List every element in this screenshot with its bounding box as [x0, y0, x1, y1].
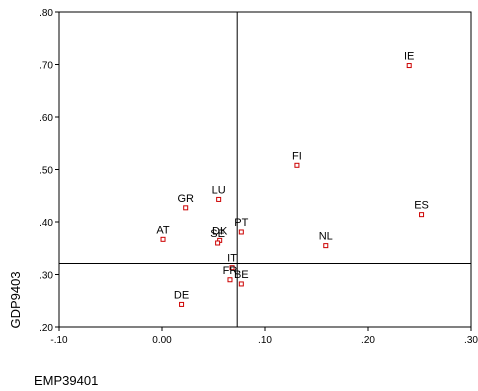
y-tick-label: .30 — [39, 271, 53, 282]
point-label-se: SE — [210, 228, 225, 240]
point-marker-be — [238, 281, 244, 287]
y-tick-label: .50 — [39, 166, 53, 177]
point-label-gr: GR — [177, 193, 194, 205]
x-tick-label: .10 — [258, 335, 272, 346]
point-marker-lu — [216, 196, 222, 202]
x-tick-label: 0.00 — [152, 335, 172, 346]
reference-lines — [59, 12, 471, 327]
y-axis-title: GDP9403 — [8, 271, 23, 328]
x-tick-label: .20 — [361, 335, 375, 346]
point-label-es: ES — [414, 200, 429, 212]
x-axis-title: EMP39401 — [34, 373, 98, 388]
point-label-ie: IE — [404, 51, 414, 63]
point-marker-de — [179, 301, 185, 307]
point-marker-nl — [323, 243, 329, 249]
point-label-nl: NL — [319, 231, 333, 243]
y-tick-label: .20 — [39, 323, 53, 334]
point-label-at: AT — [156, 224, 170, 236]
point-marker-se — [215, 240, 221, 246]
point-label-de: DE — [174, 289, 189, 301]
point-marker-fi — [294, 162, 300, 168]
point-label-lu: LU — [212, 184, 226, 196]
point-label-fr: FR — [223, 265, 238, 277]
point-marker-es — [419, 212, 425, 218]
y-tick-label: .80 — [39, 8, 53, 19]
point-label-fi: FI — [292, 150, 302, 162]
y-tick-label: .60 — [39, 113, 53, 124]
point-marker-pt — [238, 229, 244, 235]
x-tick-label: .30 — [464, 335, 478, 346]
point-label-pt: PT — [234, 217, 248, 229]
point-label-it: IT — [227, 253, 237, 265]
point-label-be: BE — [234, 269, 249, 281]
axis-ticks: -.10 0.00 .10 .20 .30 .20 .30 .40 .50 .60 .70 .80 — [39, 8, 478, 346]
y-tick-label: .70 — [39, 61, 53, 72]
x-tick-label: -.10 — [50, 335, 68, 346]
point-marker-ie — [406, 63, 412, 69]
point-marker-at — [160, 236, 166, 242]
y-tick-label: .40 — [39, 218, 53, 229]
point-marker-it — [229, 265, 235, 271]
point-marker-fr — [227, 277, 233, 283]
point-marker-gr — [183, 205, 189, 211]
point-label-dk: DK — [212, 225, 228, 237]
